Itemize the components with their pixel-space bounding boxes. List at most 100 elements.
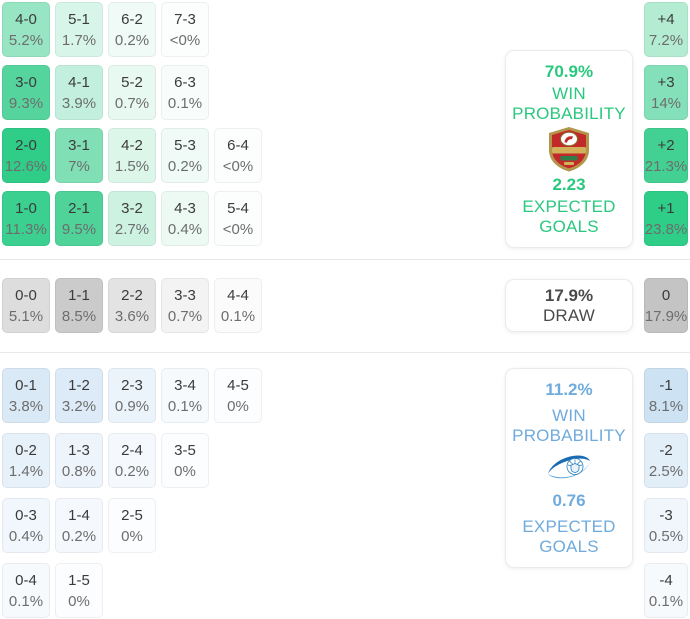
probability-value: 0.2% — [114, 31, 150, 49]
score-label: 5-3 — [174, 136, 196, 154]
score-cell-5-2: 5-2 0.7% — [108, 65, 156, 120]
score-cell-2-1: 2-1 9.5% — [55, 191, 103, 246]
score-label: 3-2 — [121, 199, 143, 217]
probability-value: 0.1% — [167, 397, 203, 415]
probability-value: 0% — [68, 592, 90, 610]
probability-value: 7% — [68, 157, 90, 175]
grid-row: -2 2.5% — [644, 433, 688, 488]
score-cell-6-4: 6-4 <0% — [214, 128, 262, 183]
score-label: 2-5 — [121, 506, 143, 524]
score-cell-+4: +4 7.2% — [644, 2, 688, 57]
score-cell--2: -2 2.5% — [644, 433, 688, 488]
probability-value: 0% — [174, 462, 196, 480]
score-cell-3-1: 3-1 7% — [55, 128, 103, 183]
probability-value: 0.1% — [167, 94, 203, 112]
score-label: 6-2 — [121, 10, 143, 28]
score-label: 1-0 — [15, 199, 37, 217]
score-label: 7-3 — [174, 10, 196, 28]
probability-value: 17.9% — [644, 307, 688, 325]
away-expected-goals-value: 0.76 — [552, 491, 586, 510]
probability-value: 0.2% — [61, 527, 97, 545]
probability-value: 14% — [650, 94, 682, 112]
probability-value: 0.2% — [114, 462, 150, 480]
score-label: 5-2 — [121, 73, 143, 91]
home-expected-goals-label: EXPECTED GOALS — [522, 197, 616, 236]
score-label: 2-4 — [121, 441, 143, 459]
score-cell-4-2: 4-2 1.5% — [108, 128, 156, 183]
score-label: 5-1 — [68, 10, 90, 28]
probability-value: <0% — [222, 157, 254, 175]
away-win-probability-value: 11.2% — [545, 380, 593, 399]
probability-value: 5.2% — [8, 31, 44, 49]
win-goal-diff-column: +4 7.2% +3 14% +2 21.3% +1 23.8% — [644, 2, 688, 246]
score-cell-2-3: 2-3 0.9% — [108, 368, 156, 423]
score-cell-2-2: 2-2 3.6% — [108, 278, 156, 333]
score-label: 1-5 — [68, 571, 90, 589]
score-cell-4-5: 4-5 0% — [214, 368, 262, 423]
probability-value: 1.7% — [61, 31, 97, 49]
score-cell-+3: +3 14% — [644, 65, 688, 120]
score-cell-+2: +2 21.3% — [644, 128, 688, 183]
score-label: 4-0 — [15, 10, 37, 28]
score-cell-0-3: 0-3 0.4% — [2, 498, 50, 553]
away-score-grid: 0-1 3.8% 1-2 3.2% 2-3 0.9% 3-4 0.1% 4-5 0% 0-2 1.4%… — [2, 368, 262, 618]
probability-value: 12.6% — [4, 157, 48, 175]
probability-value: 3.8% — [8, 397, 44, 415]
score-label: -3 — [659, 506, 673, 524]
score-cell-5-4: 5-4 <0% — [214, 191, 262, 246]
probability-value: 9.3% — [8, 94, 44, 112]
score-cell-+1: +1 23.8% — [644, 191, 688, 246]
score-cell--3: -3 0.5% — [644, 498, 688, 553]
away-expected-goals-label: EXPECTED GOALS — [522, 517, 616, 556]
draw-score-grid: 0-0 5.1% 1-1 8.5% 2-2 3.6% 3-3 0.7% 4-4 0.1% — [2, 278, 262, 333]
grid-row: -3 0.5% — [644, 498, 688, 553]
grid-row: 2-0 12.6% 3-1 7% 4-2 1.5% 5-3 0.2% 6-4 <0% — [2, 128, 262, 183]
score-cell-0-4: 0-4 0.1% — [2, 563, 50, 618]
probability-value: 3.2% — [61, 397, 97, 415]
section-divider-top — [0, 259, 690, 260]
score-label: 4-5 — [227, 376, 249, 394]
score-label: 4-3 — [174, 199, 196, 217]
score-label: +2 — [657, 136, 675, 154]
score-label: 2-1 — [68, 199, 90, 217]
score-cell-4-4: 4-4 0.1% — [214, 278, 262, 333]
score-cell-1-5: 1-5 0% — [55, 563, 103, 618]
home-expected-goals-value: 2.23 — [552, 175, 586, 194]
grid-row: 0-4 0.1% 1-5 0% — [2, 563, 262, 618]
score-cell-2-4: 2-4 0.2% — [108, 433, 156, 488]
score-label: 2-2 — [121, 286, 143, 304]
score-cell-1-2: 1-2 3.2% — [55, 368, 103, 423]
score-cell-4-1: 4-1 3.9% — [55, 65, 103, 120]
probability-value: 0.4% — [167, 220, 203, 238]
score-label: 6-4 — [227, 136, 249, 154]
score-label: 0-4 — [15, 571, 37, 589]
grid-row: 1-0 11.3% 2-1 9.5% 3-2 2.7% 4-3 0.4% 5-4 <0% — [2, 191, 262, 246]
probability-value: 0.7% — [167, 307, 203, 325]
score-cell-2-5: 2-5 0% — [108, 498, 156, 553]
probability-value: <0% — [222, 220, 254, 238]
away-win-probability-label: WIN PROBABILITY — [512, 406, 626, 445]
score-cell-0-0: 0-0 5.1% — [2, 278, 50, 333]
score-label: 1-1 — [68, 286, 90, 304]
probability-value: 23.8% — [644, 220, 688, 238]
grid-row: 4-0 5.2% 5-1 1.7% 6-2 0.2% 7-3 <0% — [2, 2, 262, 57]
score-label: 4-4 — [227, 286, 249, 304]
probability-value: 0.2% — [167, 157, 203, 175]
probability-value: 8.1% — [648, 397, 684, 415]
score-label: 3-5 — [174, 441, 196, 459]
score-label: 0-1 — [15, 376, 37, 394]
score-cell--4: -4 0.1% — [644, 563, 688, 618]
score-cell-1-3: 1-3 0.8% — [55, 433, 103, 488]
score-label: 3-0 — [15, 73, 37, 91]
probability-value: 0.1% — [220, 307, 256, 325]
probability-value: 0.5% — [648, 527, 684, 545]
score-label: 2-0 — [15, 136, 37, 154]
score-cell-2-0: 2-0 12.6% — [2, 128, 50, 183]
score-cell-0-2: 0-2 1.4% — [2, 433, 50, 488]
home-team-crest-icon — [546, 126, 592, 172]
away-win-probability-panel: 11.2% WIN PROBABILITY 0.76 EXPECTED GOAL… — [505, 368, 633, 568]
score-label: 1-3 — [68, 441, 90, 459]
grid-row: +1 23.8% — [644, 191, 688, 246]
draw-probability-value: 17.9% — [544, 286, 594, 305]
